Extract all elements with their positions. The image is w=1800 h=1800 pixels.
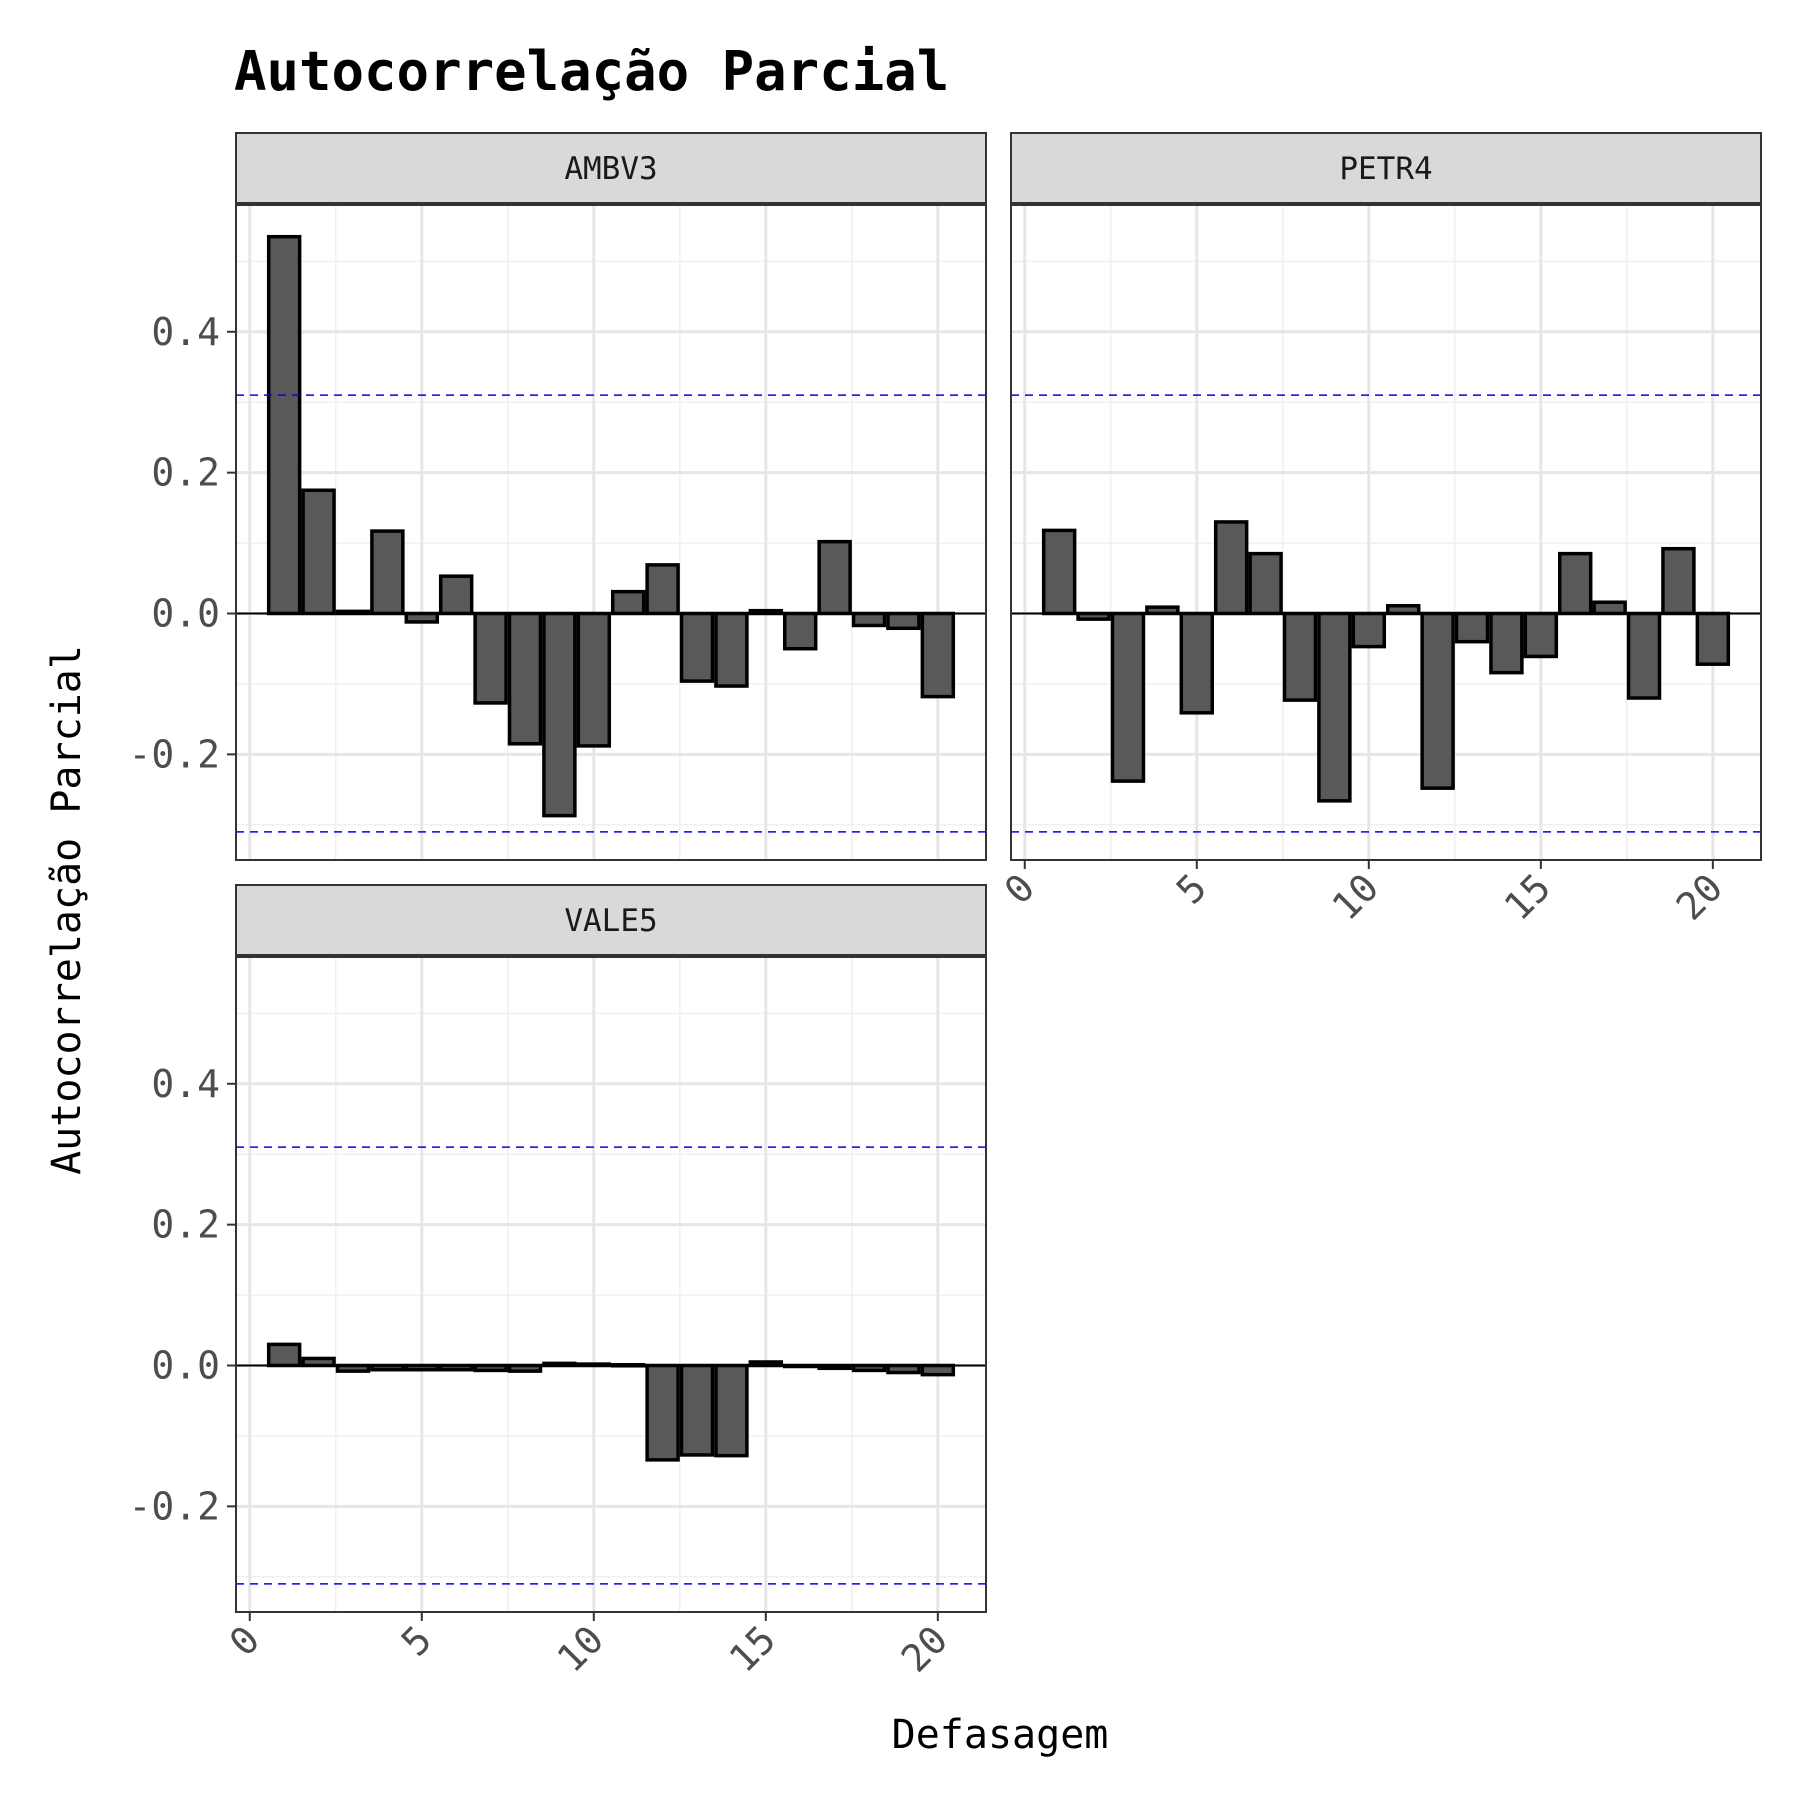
pacf-bar: [1110, 611, 1146, 783]
chart-title: Autocorrelação Parcial: [234, 40, 949, 103]
pacf-bar: [920, 611, 956, 699]
pacf-bar: [576, 611, 612, 748]
y-tick-label: -0.2: [128, 1484, 220, 1528]
pacf-bar: [473, 611, 508, 705]
pacf-bar: [1489, 611, 1524, 675]
pacf-bar: [1695, 611, 1731, 666]
strip-background: [235, 884, 987, 956]
pacf-bar: [507, 611, 543, 746]
y-tick-label: 0.4: [151, 310, 220, 354]
pacf-bar: [886, 611, 921, 631]
strip-label: VALE5: [564, 903, 657, 939]
pacf-bar: [1523, 611, 1559, 659]
pacf-bar: [1317, 611, 1352, 803]
pacf-bar: [370, 529, 405, 616]
pacf-bar: [920, 1363, 956, 1377]
panel-border: [235, 956, 987, 1613]
pacf-bar: [645, 563, 680, 616]
pacf-bar: [1661, 546, 1696, 616]
panel-ambv3: AMBV3 -0.2 0.0 0.2 0.4: [128, 132, 987, 861]
pacf-bar: [1282, 611, 1318, 702]
pacf-bar: [679, 1363, 715, 1457]
pacf-bar: [301, 488, 336, 616]
pacf-bar: [679, 611, 715, 683]
strip-background: [1010, 132, 1762, 204]
panel-background: [236, 205, 986, 860]
panel-border: [235, 204, 987, 861]
y-axis-title: Autocorrelação Parcial: [44, 645, 90, 1175]
pacf-bar: [404, 611, 440, 624]
pacf-bar: [1592, 600, 1627, 616]
pacf-bar: [851, 611, 887, 628]
pacf-bar: [266, 1342, 302, 1368]
pacf-bar: [1041, 528, 1077, 616]
y-tick-label: -0.2: [128, 732, 220, 776]
panel-border: [1010, 204, 1762, 861]
pacf-bar: [610, 589, 646, 616]
pacf-bar: [1248, 551, 1283, 616]
pacf-bar: [266, 234, 302, 616]
y-tick-label: 0.0: [151, 1343, 220, 1387]
pacf-bar: [782, 611, 818, 651]
pacf-bar: [645, 1363, 680, 1462]
pacf-bar: [438, 574, 474, 616]
pacf-bar: [1179, 611, 1215, 715]
y-tick-label: 0.0: [151, 591, 220, 635]
panel-vale5: VALE5-0.20.00.20.40 5 10 15 20: [128, 884, 987, 1681]
pacf-bar: [714, 1363, 749, 1458]
pacf-bar: [1385, 603, 1421, 616]
strip-label: PETR4: [1339, 151, 1432, 187]
panel-background: [236, 957, 986, 1612]
y-tick-label: 0.2: [151, 1203, 220, 1247]
pacf-bar: [817, 539, 852, 616]
pacf-bar: [1557, 551, 1593, 616]
pacf-bar: [1454, 611, 1490, 644]
pacf-bar: [1626, 611, 1662, 700]
pacf-bar: [542, 611, 577, 818]
pacf-bar: [1420, 611, 1455, 790]
y-tick-label: 0.2: [151, 451, 220, 495]
x-axis-title: Defasagem: [892, 1712, 1109, 1758]
strip-background: [235, 132, 987, 204]
pacf-bar: [301, 1356, 336, 1368]
y-tick-label: 0.4: [151, 1062, 220, 1106]
pacf-bar: [886, 1363, 921, 1375]
pacf-bar: [714, 611, 749, 688]
pacf-bar: [1351, 611, 1387, 649]
strip-label: AMBV3: [564, 151, 657, 187]
pacf-bar: [1213, 520, 1249, 616]
